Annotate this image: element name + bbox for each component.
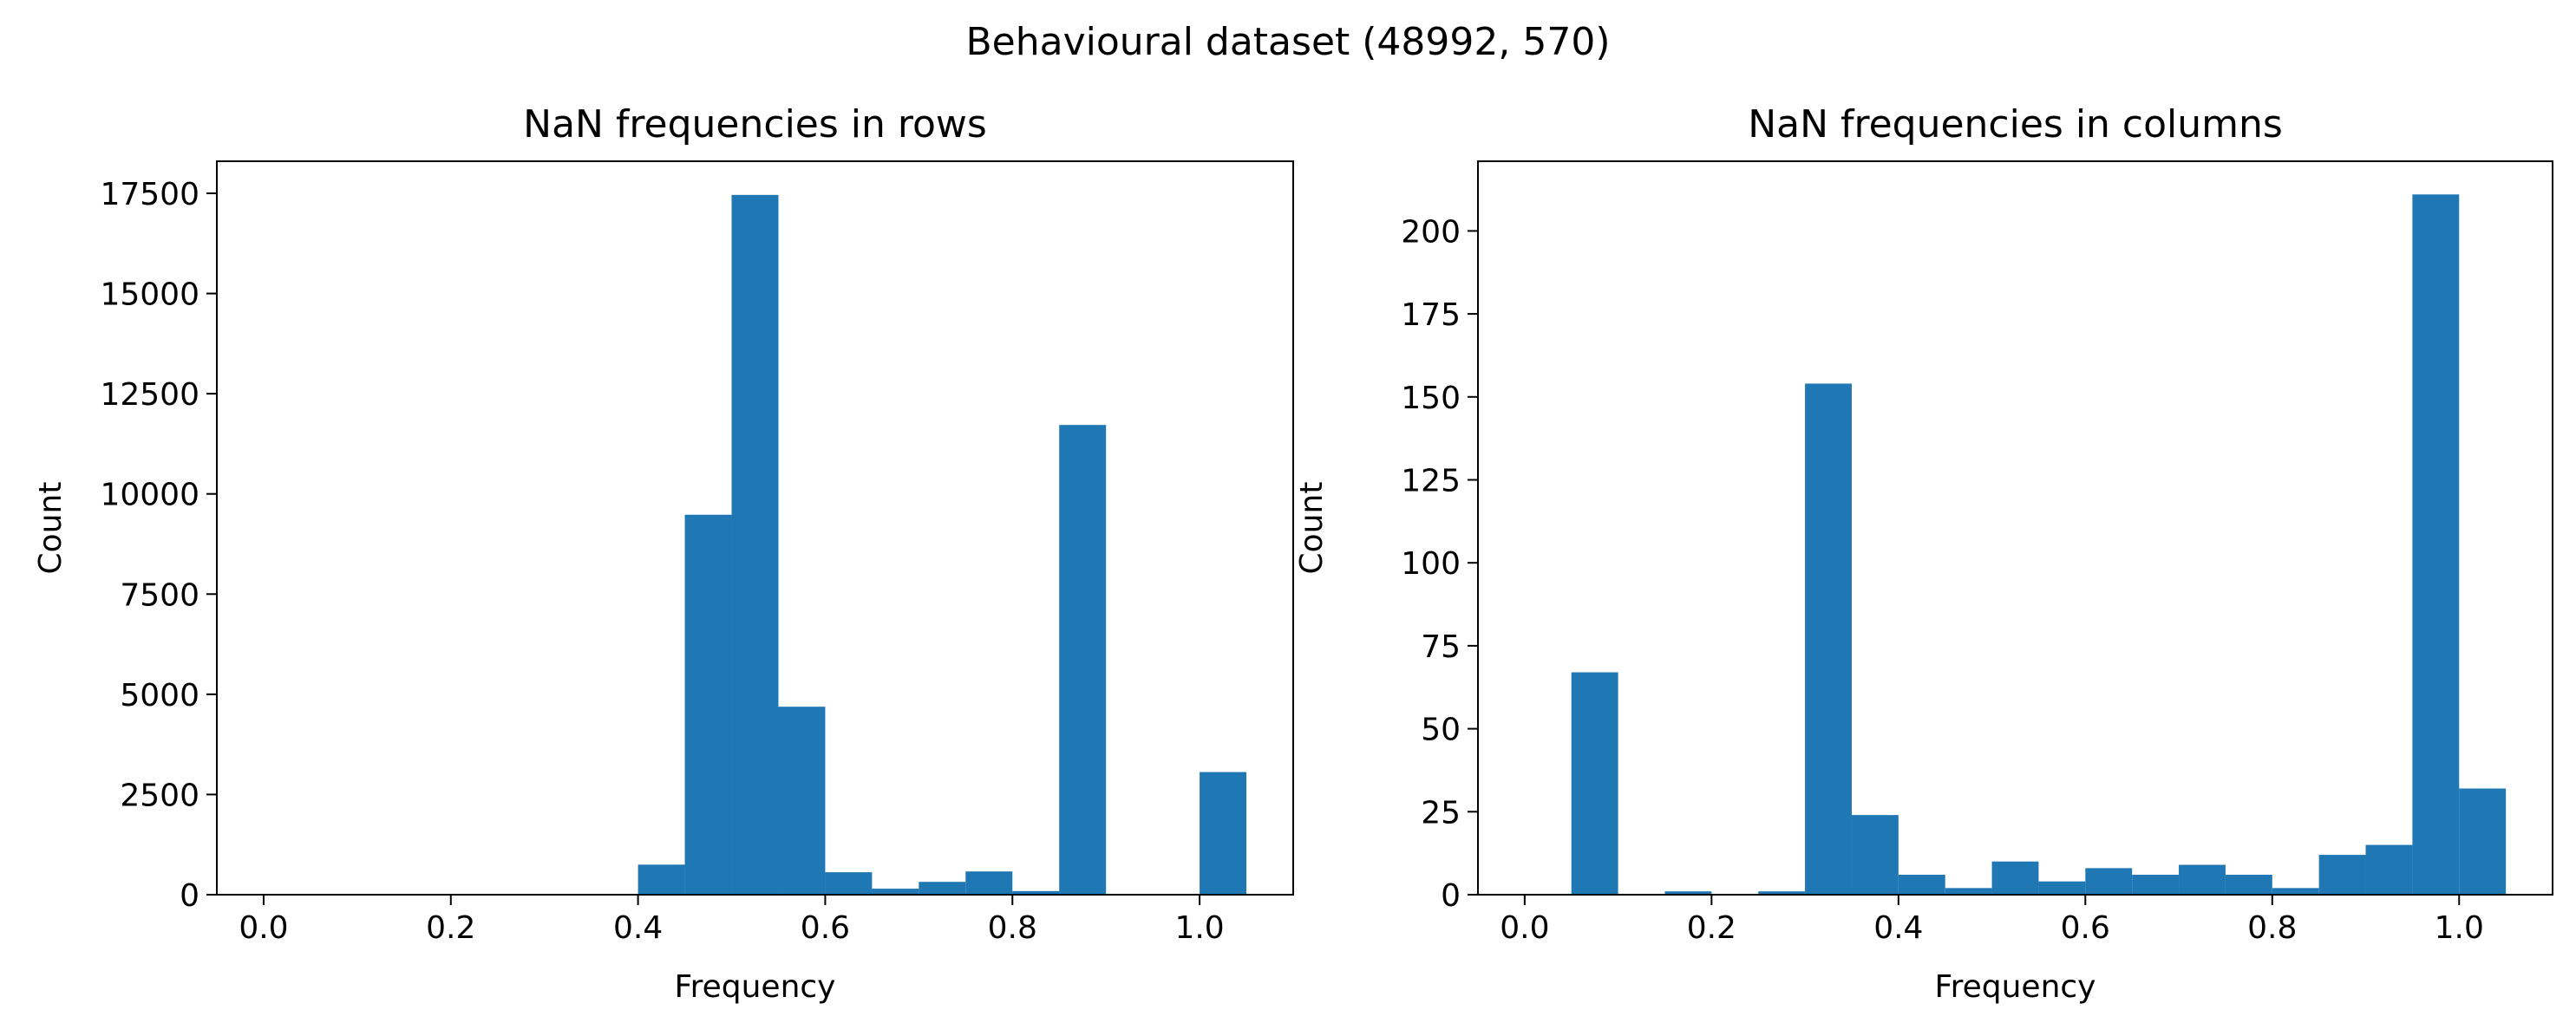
histogram-bar: [2085, 868, 2133, 895]
y-tick-label: 0: [1441, 878, 1461, 914]
figure-suptitle: Behavioural dataset (48992, 570): [965, 20, 1610, 64]
histogram-bar: [2412, 194, 2460, 896]
y-tick-label: 75: [1421, 629, 1461, 665]
histogram-bar: [2179, 864, 2226, 895]
x-tick-label: 0.6: [2061, 910, 2110, 946]
histogram-bar: [825, 872, 873, 895]
y-tick-label: 15000: [100, 277, 199, 313]
histogram-bar: [872, 889, 919, 895]
histogram-rows-panel: 0.0 0.2 0.4 0.6 0.8 1.0 0 2500 5000 7500 10000 1250…: [33, 102, 1294, 1005]
histogram-bar: [1571, 672, 1618, 895]
x-tick-label: 0.6: [801, 910, 850, 946]
y-tick-label: 2500: [120, 778, 199, 813]
histogram-bar: [2272, 888, 2319, 895]
histogram-bar: [2365, 844, 2413, 895]
histogram-bar: [965, 871, 1013, 895]
histogram-bar: [684, 514, 732, 895]
histogram-bar: [1851, 815, 1899, 895]
y-tick-label: 0: [180, 878, 199, 914]
x-tick-label: 1.0: [2435, 910, 2484, 946]
y-axis-label: Count: [1294, 482, 1330, 575]
histogram-bar: [2132, 875, 2180, 895]
histogram-bar: [1012, 890, 1060, 895]
axes-title: NaN frequencies in rows: [523, 102, 987, 147]
histogram-bar: [1758, 891, 1806, 895]
histogram-bar: [1991, 861, 2039, 895]
y-tick-label: 12500: [100, 377, 199, 413]
y-tick-label: 150: [1401, 381, 1461, 416]
histogram-bar: [1200, 772, 1247, 895]
x-tick-label: 0.0: [239, 910, 288, 946]
histogram-bar: [1059, 425, 1107, 895]
y-tick-label: 7500: [120, 577, 199, 613]
x-tick-label: 0.2: [1687, 910, 1736, 946]
axes-frame: [1477, 160, 2553, 896]
y-tick-label: 50: [1421, 713, 1461, 748]
y-tick-label: 25: [1421, 795, 1461, 831]
histogram-bar: [2318, 855, 2366, 895]
x-axis-label: Frequency: [1935, 969, 2096, 1005]
x-tick-label: 0.4: [613, 910, 663, 946]
histogram-bar: [919, 882, 966, 895]
histogram-bar: [637, 864, 685, 895]
x-tick-label: 1.0: [1174, 910, 1224, 946]
x-axis-label: Frequency: [675, 969, 836, 1005]
y-tick-label: 175: [1401, 297, 1461, 333]
y-tick-label: 200: [1401, 214, 1461, 250]
axes-title: NaN frequencies in columns: [1748, 102, 2283, 147]
histogram-bar: [2225, 875, 2272, 895]
x-tick-label: 0.8: [2247, 910, 2297, 946]
x-tick-label: 0.8: [988, 910, 1037, 946]
y-tick-label: 5000: [120, 678, 199, 713]
x-tick-label: 0.4: [1873, 910, 1923, 946]
histogram-bar: [778, 707, 826, 895]
y-tick-label: 125: [1401, 463, 1461, 498]
y-tick-label: 17500: [100, 177, 199, 212]
x-tick-label: 0.0: [1500, 910, 1549, 946]
y-tick-label: 100: [1401, 546, 1461, 582]
y-tick-label: 10000: [100, 478, 199, 513]
histogram-bar: [731, 194, 779, 896]
axes-frame: [216, 160, 1294, 896]
histogram-columns-panel: 0.0 0.2 0.4 0.6 0.8 1.0 0 25 50 75 100 125 150 175 200…: [1294, 102, 2553, 1005]
y-axis-label: Count: [33, 482, 69, 575]
histogram-bar: [1898, 875, 1945, 895]
histogram-bar: [1805, 383, 1852, 896]
histogram-bar: [1945, 888, 1992, 895]
histogram-bar: [1664, 891, 1712, 895]
x-tick-label: 0.2: [426, 910, 475, 946]
histogram-bar: [2038, 881, 2086, 895]
histogram-bar: [2459, 788, 2507, 895]
